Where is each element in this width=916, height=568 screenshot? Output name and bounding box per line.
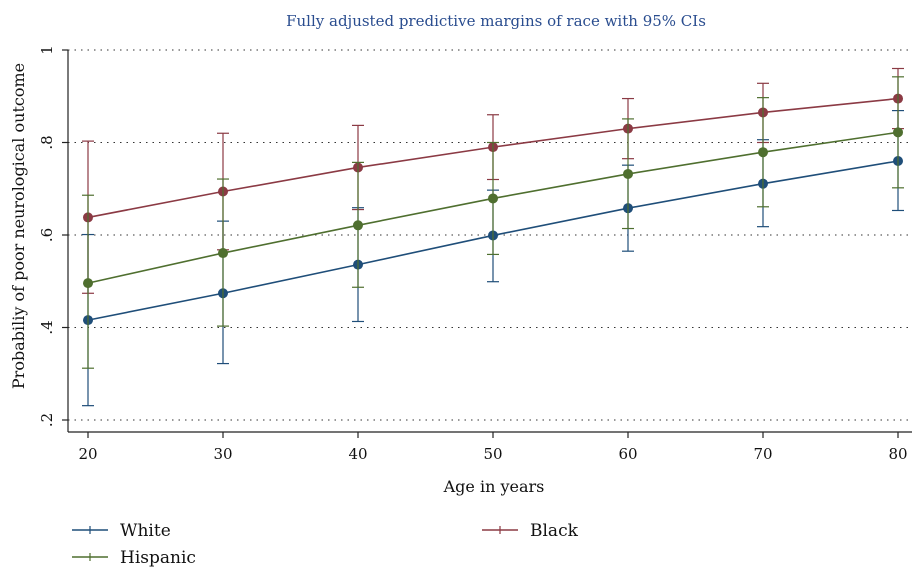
y-tick-label: .2 xyxy=(38,413,56,427)
x-axis-label: Age in years xyxy=(443,477,545,496)
legend-item-hispanic: Hispanic xyxy=(72,548,196,568)
x-ticks: 20 30 40 50 60 70 80 xyxy=(78,432,908,463)
series xyxy=(82,67,904,407)
legend-item-black: Black xyxy=(482,521,579,541)
x-tick-label: 20 xyxy=(78,445,97,463)
y-tick-label: 1 xyxy=(38,45,56,55)
data-point xyxy=(488,193,498,204)
series-hispanic xyxy=(82,76,904,369)
legend-label: Hispanic xyxy=(120,548,196,568)
data-point xyxy=(758,147,768,158)
legend: White Black Hispanic xyxy=(72,521,579,568)
axes xyxy=(67,50,912,433)
y-tick-label: .4 xyxy=(38,320,56,334)
x-tick-label: 40 xyxy=(348,445,367,463)
x-tick-label: 30 xyxy=(213,445,232,463)
chart-title: Fully adjusted predictive margins of rac… xyxy=(286,12,706,30)
gridlines xyxy=(68,49,912,421)
y-tick-label: .6 xyxy=(38,228,56,242)
legend-label: Black xyxy=(530,521,579,541)
y-ticks: .2 .4 .6 .8 1 xyxy=(38,45,68,427)
data-point xyxy=(353,220,363,231)
y-tick-label: .8 xyxy=(38,135,56,149)
y-axis-label: Probabiliy of poor neurological outcome xyxy=(9,63,28,389)
x-tick-label: 60 xyxy=(618,445,637,463)
x-tick-label: 50 xyxy=(483,445,502,463)
data-point xyxy=(893,127,903,138)
data-point xyxy=(83,278,93,289)
data-point xyxy=(623,168,633,179)
x-tick-label: 70 xyxy=(753,445,772,463)
legend-item-white: White xyxy=(72,521,171,541)
x-tick-label: 80 xyxy=(888,445,907,463)
data-point xyxy=(218,248,228,259)
legend-label: White xyxy=(120,521,171,541)
